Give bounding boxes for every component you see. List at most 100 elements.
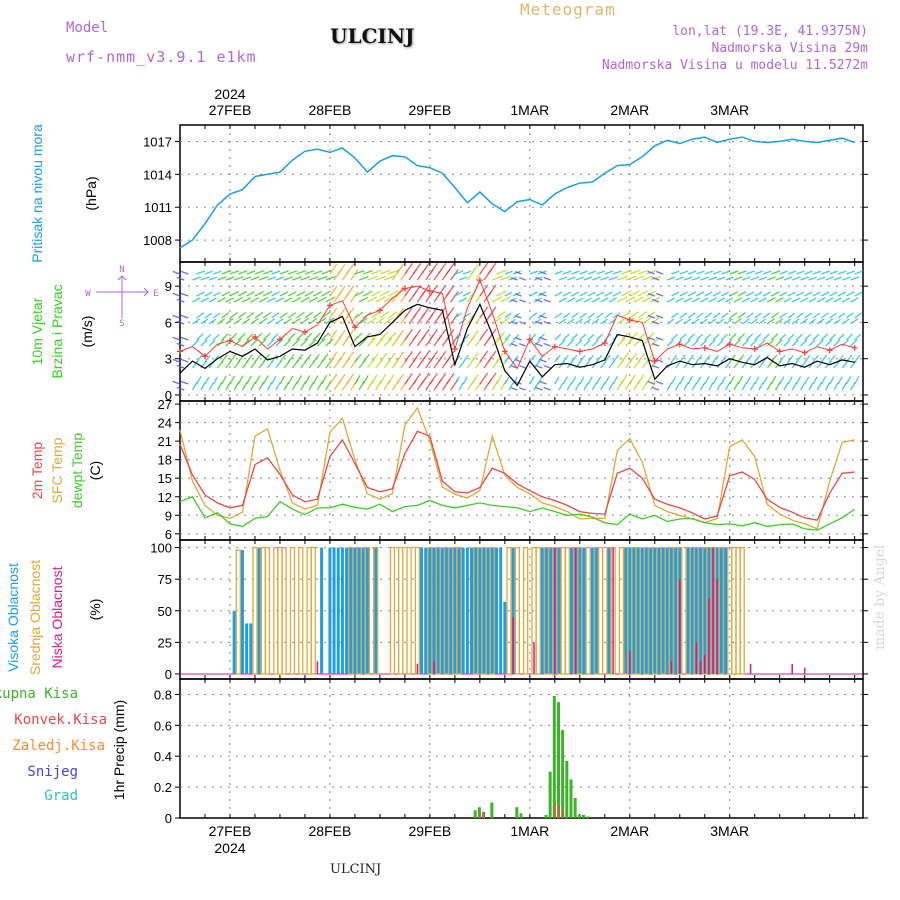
cloud-bar-mid	[252, 546, 258, 675]
cloud-bar-high	[465, 547, 469, 674]
wind-barb	[725, 318, 733, 325]
wind-barb	[783, 276, 792, 281]
wind-barb	[375, 338, 384, 347]
wind-barb	[754, 312, 762, 319]
wind-barb	[543, 386, 551, 391]
wind-barb	[675, 276, 684, 281]
wind-barb	[737, 291, 747, 297]
wind-barb	[535, 364, 543, 369]
wind-barb	[470, 330, 479, 341]
wind-barb	[379, 290, 390, 297]
wind-barb	[412, 306, 422, 319]
wind-barb	[375, 296, 386, 303]
wind-barb	[820, 354, 828, 363]
y-tick-label: 15	[158, 471, 172, 486]
cloud-bar-high	[440, 547, 444, 674]
wind-barb	[746, 270, 755, 275]
wind-barb	[491, 317, 502, 325]
wind-barb	[287, 354, 295, 363]
wind-barb	[641, 296, 652, 303]
cloud-bar-mid	[389, 546, 396, 675]
wind-barb	[637, 374, 645, 385]
wind-barb	[791, 318, 800, 325]
wind-barb	[612, 375, 619, 385]
wind-barb	[645, 353, 654, 363]
wind-barb	[508, 339, 516, 347]
wind-barb	[200, 339, 208, 347]
wind-barb	[600, 276, 609, 281]
wind-barb	[695, 333, 703, 341]
y-tick-label: 1008	[143, 233, 172, 248]
wind-barb	[833, 276, 843, 281]
wind-barb	[650, 317, 660, 325]
wind-barb	[591, 339, 599, 347]
cloud-bar-mid	[364, 546, 371, 675]
wind-barb	[721, 291, 730, 297]
wind-barb	[275, 318, 284, 325]
wind-barb	[296, 375, 303, 385]
wind-barb	[829, 291, 838, 297]
wind-barb	[229, 354, 237, 363]
wind-barb	[279, 375, 286, 385]
wind-barb	[180, 314, 189, 319]
wind-barb	[535, 386, 543, 391]
wind-barb	[312, 353, 320, 363]
wind-barb	[651, 320, 660, 325]
wind-barb	[176, 298, 185, 303]
wind-barb	[496, 311, 506, 319]
model-name: wrf-nmm_v3.9.1 e1km	[66, 48, 257, 66]
wind-barb	[212, 376, 218, 385]
wind-barb	[242, 297, 251, 303]
gust-marker	[851, 344, 858, 351]
wind-barb	[787, 270, 797, 275]
wind-barb	[454, 376, 460, 385]
wind-barb	[233, 317, 243, 325]
cloud-bar-low	[749, 663, 752, 674]
wind-barb	[691, 297, 701, 303]
wind-barb	[412, 372, 422, 385]
wind-barb	[579, 376, 585, 385]
wind-barb	[850, 297, 859, 303]
wind-barb	[829, 376, 835, 385]
wind-barb	[795, 354, 803, 363]
wind-barb	[579, 355, 586, 363]
wind-side-label-2: Brzina i Pravac	[49, 284, 65, 378]
wind-barb	[596, 333, 604, 341]
wind-barb	[287, 312, 297, 319]
wind-barb	[579, 270, 588, 275]
cloud-bar-high	[336, 547, 340, 674]
y-tick-label: 12	[158, 490, 172, 505]
cloud-side-label-2: Srednja Oblacnost	[27, 560, 43, 675]
wind-barb	[363, 269, 373, 275]
wind-barb	[775, 339, 783, 347]
wind-barb	[717, 276, 726, 281]
elevation-label: Nadmorska Visina 29m	[711, 41, 868, 56]
wind-barb	[533, 318, 542, 325]
wind-barb	[221, 354, 228, 363]
wind-barb	[651, 276, 660, 281]
wind-barb	[725, 382, 731, 391]
wind-barb	[829, 312, 837, 319]
wind-barb	[437, 372, 447, 385]
wind-barb	[371, 353, 379, 363]
y-tick-label: 0.2	[154, 780, 172, 795]
cloud-bar-high	[594, 547, 598, 674]
wind-barb	[279, 270, 289, 275]
wind-barb	[437, 262, 447, 275]
wind-barb	[204, 376, 210, 385]
wind-barb	[692, 276, 701, 281]
wind-barb	[176, 320, 185, 325]
wind-barb	[783, 297, 792, 303]
wind-barb	[543, 276, 551, 281]
cloud-bar-mid	[443, 546, 450, 675]
wind-barb	[367, 275, 378, 281]
wind-barb	[729, 333, 737, 341]
gust-marker	[776, 348, 783, 355]
wind-barb	[679, 376, 685, 385]
cloud-bar-mid	[564, 546, 570, 675]
wind-barb	[262, 290, 273, 297]
wind-barb	[800, 297, 809, 303]
wind-barb	[242, 276, 252, 281]
wind-barb	[812, 291, 821, 297]
wind-barb	[221, 333, 229, 341]
